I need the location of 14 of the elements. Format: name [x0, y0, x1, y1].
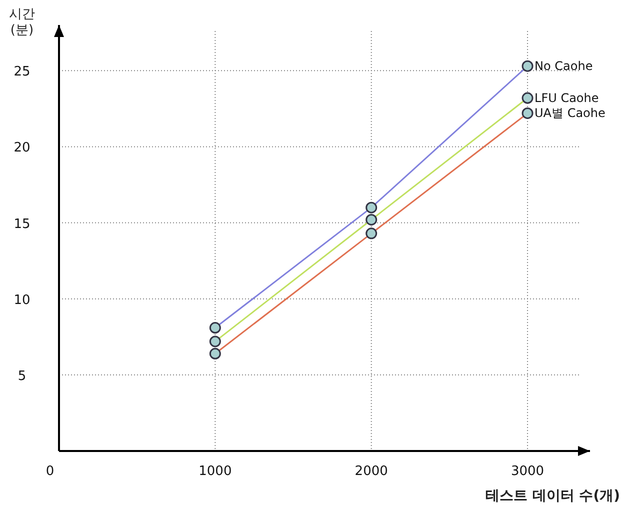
- x-tick-label: 2000: [354, 464, 388, 479]
- y-tick-label: 20: [14, 140, 30, 156]
- x-tick-label: 3000: [510, 464, 544, 479]
- series-label: UA별 Caohe: [534, 106, 606, 120]
- y-tick-label: 10: [14, 292, 30, 308]
- y-tick-label: 5: [18, 368, 26, 384]
- x-axis-title: 테스트 데이터 수(개): [485, 488, 620, 504]
- x-tick-label: 1000: [198, 464, 232, 479]
- series-label: LFU Caohe: [534, 91, 599, 106]
- series-label: No Caohe: [534, 59, 593, 74]
- x-tick-label: 0: [46, 464, 54, 479]
- y-axis-title: 시간 (분): [9, 7, 35, 38]
- y-tick-label: 15: [14, 216, 30, 232]
- y-tick-label: 25: [14, 64, 30, 80]
